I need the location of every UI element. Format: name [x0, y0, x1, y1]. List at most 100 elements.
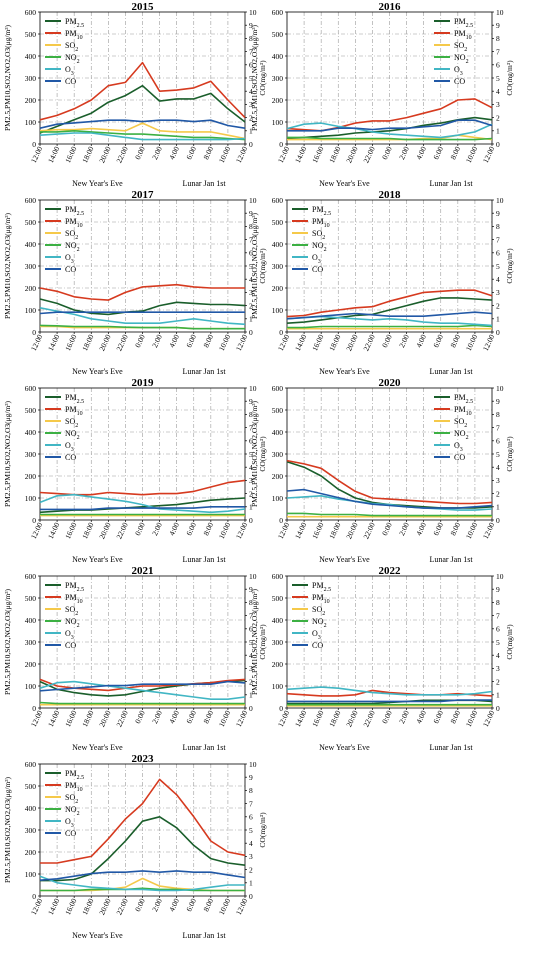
y-left-tick-label: 200: [272, 660, 284, 669]
series-line-pm25: [39, 84, 246, 134]
x-tick-label: 22:00: [361, 145, 376, 165]
y-right-label: CO(mg/m³): [258, 436, 267, 472]
y-right-tick-label: 10: [496, 384, 504, 393]
x-label-eve: New Year's Eve: [72, 555, 123, 564]
x-tick-label: 14:00: [46, 333, 61, 353]
chart-title: 2021: [132, 565, 154, 577]
series-line-o3: [286, 122, 493, 139]
x-label-lunar: Lunar Jan 1st: [182, 743, 226, 752]
y-left-tick-label: 100: [25, 870, 37, 879]
y-left-tick-label: 600: [25, 8, 37, 17]
x-tick-label: 0:00: [133, 521, 147, 537]
x-tick-label: 22:00: [114, 145, 129, 165]
x-tick-label: 16:00: [63, 333, 78, 353]
y-right-tick-label: 9: [249, 585, 253, 594]
x-tick-label: 18:00: [327, 521, 342, 541]
y-right-tick-label: 4: [249, 87, 253, 96]
y-left-tick-label: 500: [272, 594, 284, 603]
y-right-tick-label: 2: [496, 301, 500, 310]
x-tick-label: 2:00: [150, 521, 164, 537]
chart-title: 2016: [379, 1, 402, 13]
x-tick-label: 16:00: [310, 709, 325, 729]
x-tick-label: 20:00: [344, 333, 359, 353]
y-right-tick-label: 3: [249, 664, 253, 673]
legend-label-pm10: PM10: [454, 29, 472, 41]
x-tick-label: 12:00: [234, 333, 249, 353]
legend-label-so2: SO2: [312, 229, 325, 241]
y-right-tick-label: 5: [249, 450, 253, 459]
y-right-tick-label: 0: [249, 140, 253, 149]
y-right-tick-label: 7: [496, 235, 500, 244]
x-tick-label: 18:00: [80, 521, 95, 541]
x-tick-label: 6:00: [184, 521, 198, 537]
y-left-tick-label: 0: [279, 704, 283, 713]
y-right-tick-label: 8: [249, 34, 253, 43]
y-left-tick-label: 300: [272, 638, 284, 647]
series-line-o3: [39, 680, 246, 701]
x-tick-label: 14:00: [46, 521, 61, 541]
y-right-tick-label: 9: [249, 773, 253, 782]
x-tick-label: 18:00: [80, 145, 95, 165]
x-tick-label: 12:00: [481, 145, 496, 165]
legend-label-pm25: PM2.5: [312, 205, 331, 217]
series-line-co: [286, 488, 493, 509]
legend-label-co: CO: [65, 265, 76, 274]
x-tick-label: 12:00: [29, 333, 44, 353]
legend-label-so2: SO2: [65, 417, 78, 429]
series-line-o3: [286, 686, 493, 696]
x-tick-label: 12:00: [276, 521, 291, 541]
y-right-tick-label: 5: [496, 74, 500, 83]
legend-label-co: CO: [65, 77, 76, 86]
series-line-pm10: [39, 283, 245, 301]
y-right-tick-label: 1: [249, 503, 253, 512]
x-tick-label: 12:00: [276, 333, 291, 353]
legend-label-pm10: PM10: [312, 217, 330, 229]
x-tick-label: 16:00: [310, 333, 325, 353]
series-line-o3: [39, 875, 245, 892]
y-right-tick-label: 6: [249, 249, 253, 258]
y-right-tick-label: 3: [496, 664, 500, 673]
y-right-tick-label: 4: [496, 275, 500, 284]
y-right-tick-label: 2: [496, 489, 500, 498]
x-tick-label: 18:00: [327, 333, 342, 353]
x-tick-label: 4:00: [414, 709, 428, 725]
y-right-tick-label: 8: [249, 598, 253, 607]
legend-label-no2: NO2: [65, 805, 80, 817]
series-line-o3: [286, 494, 493, 511]
y-right-tick-label: 0: [496, 516, 500, 525]
y-left-tick-label: 100: [25, 306, 37, 315]
y-right-tick-label: 9: [249, 209, 253, 218]
y-right-tick-label: 0: [496, 140, 500, 149]
series-line-pm25: [286, 297, 493, 324]
legend-label-no2: NO2: [65, 429, 80, 441]
x-label-lunar: Lunar Jan 1st: [182, 367, 226, 376]
y-right-tick-label: 9: [249, 21, 253, 30]
chart-2019: 2019 0 100 200 300 400 500 600 0 1 2 3 4 5 6 7 8 9 10 12:00…: [3, 377, 267, 564]
y-right-tick-label: 1: [496, 315, 500, 324]
y-right-tick-label: 10: [496, 196, 504, 205]
y-left-tick-label: 300: [272, 262, 284, 271]
y-left-tick-label: 400: [25, 240, 37, 249]
y-right-tick-label: 10: [249, 384, 257, 393]
x-tick-label: 12:00: [29, 709, 44, 729]
x-label-eve: New Year's Eve: [319, 179, 370, 188]
x-label-eve: New Year's Eve: [319, 555, 370, 564]
x-tick-label: 6:00: [431, 333, 445, 349]
x-tick-label: 20:00: [97, 897, 112, 917]
x-tick-label: 0:00: [133, 897, 147, 913]
y-right-tick-label: 5: [496, 638, 500, 647]
y-left-label: PM2.5,PM10,SO2,NO2,O3(μg/m³): [250, 212, 259, 319]
legend-label-pm10: PM10: [454, 405, 472, 417]
legend-label-pm25: PM2.5: [65, 205, 84, 217]
y-right-tick-label: 6: [496, 437, 500, 446]
x-tick-label: 10:00: [217, 145, 232, 165]
y-left-label: PM2.5,PM10,SO2,NO2,O3(μg/m³): [3, 588, 12, 695]
y-right-label: CO(mg/m³): [258, 60, 267, 96]
series-line-no2: [39, 324, 245, 330]
y-left-tick-label: 200: [25, 660, 37, 669]
y-right-tick-label: 0: [249, 328, 253, 337]
y-right-tick-label: 3: [496, 100, 500, 109]
x-label-lunar: Lunar Jan 1st: [429, 179, 473, 188]
y-right-tick-label: 10: [496, 8, 504, 17]
